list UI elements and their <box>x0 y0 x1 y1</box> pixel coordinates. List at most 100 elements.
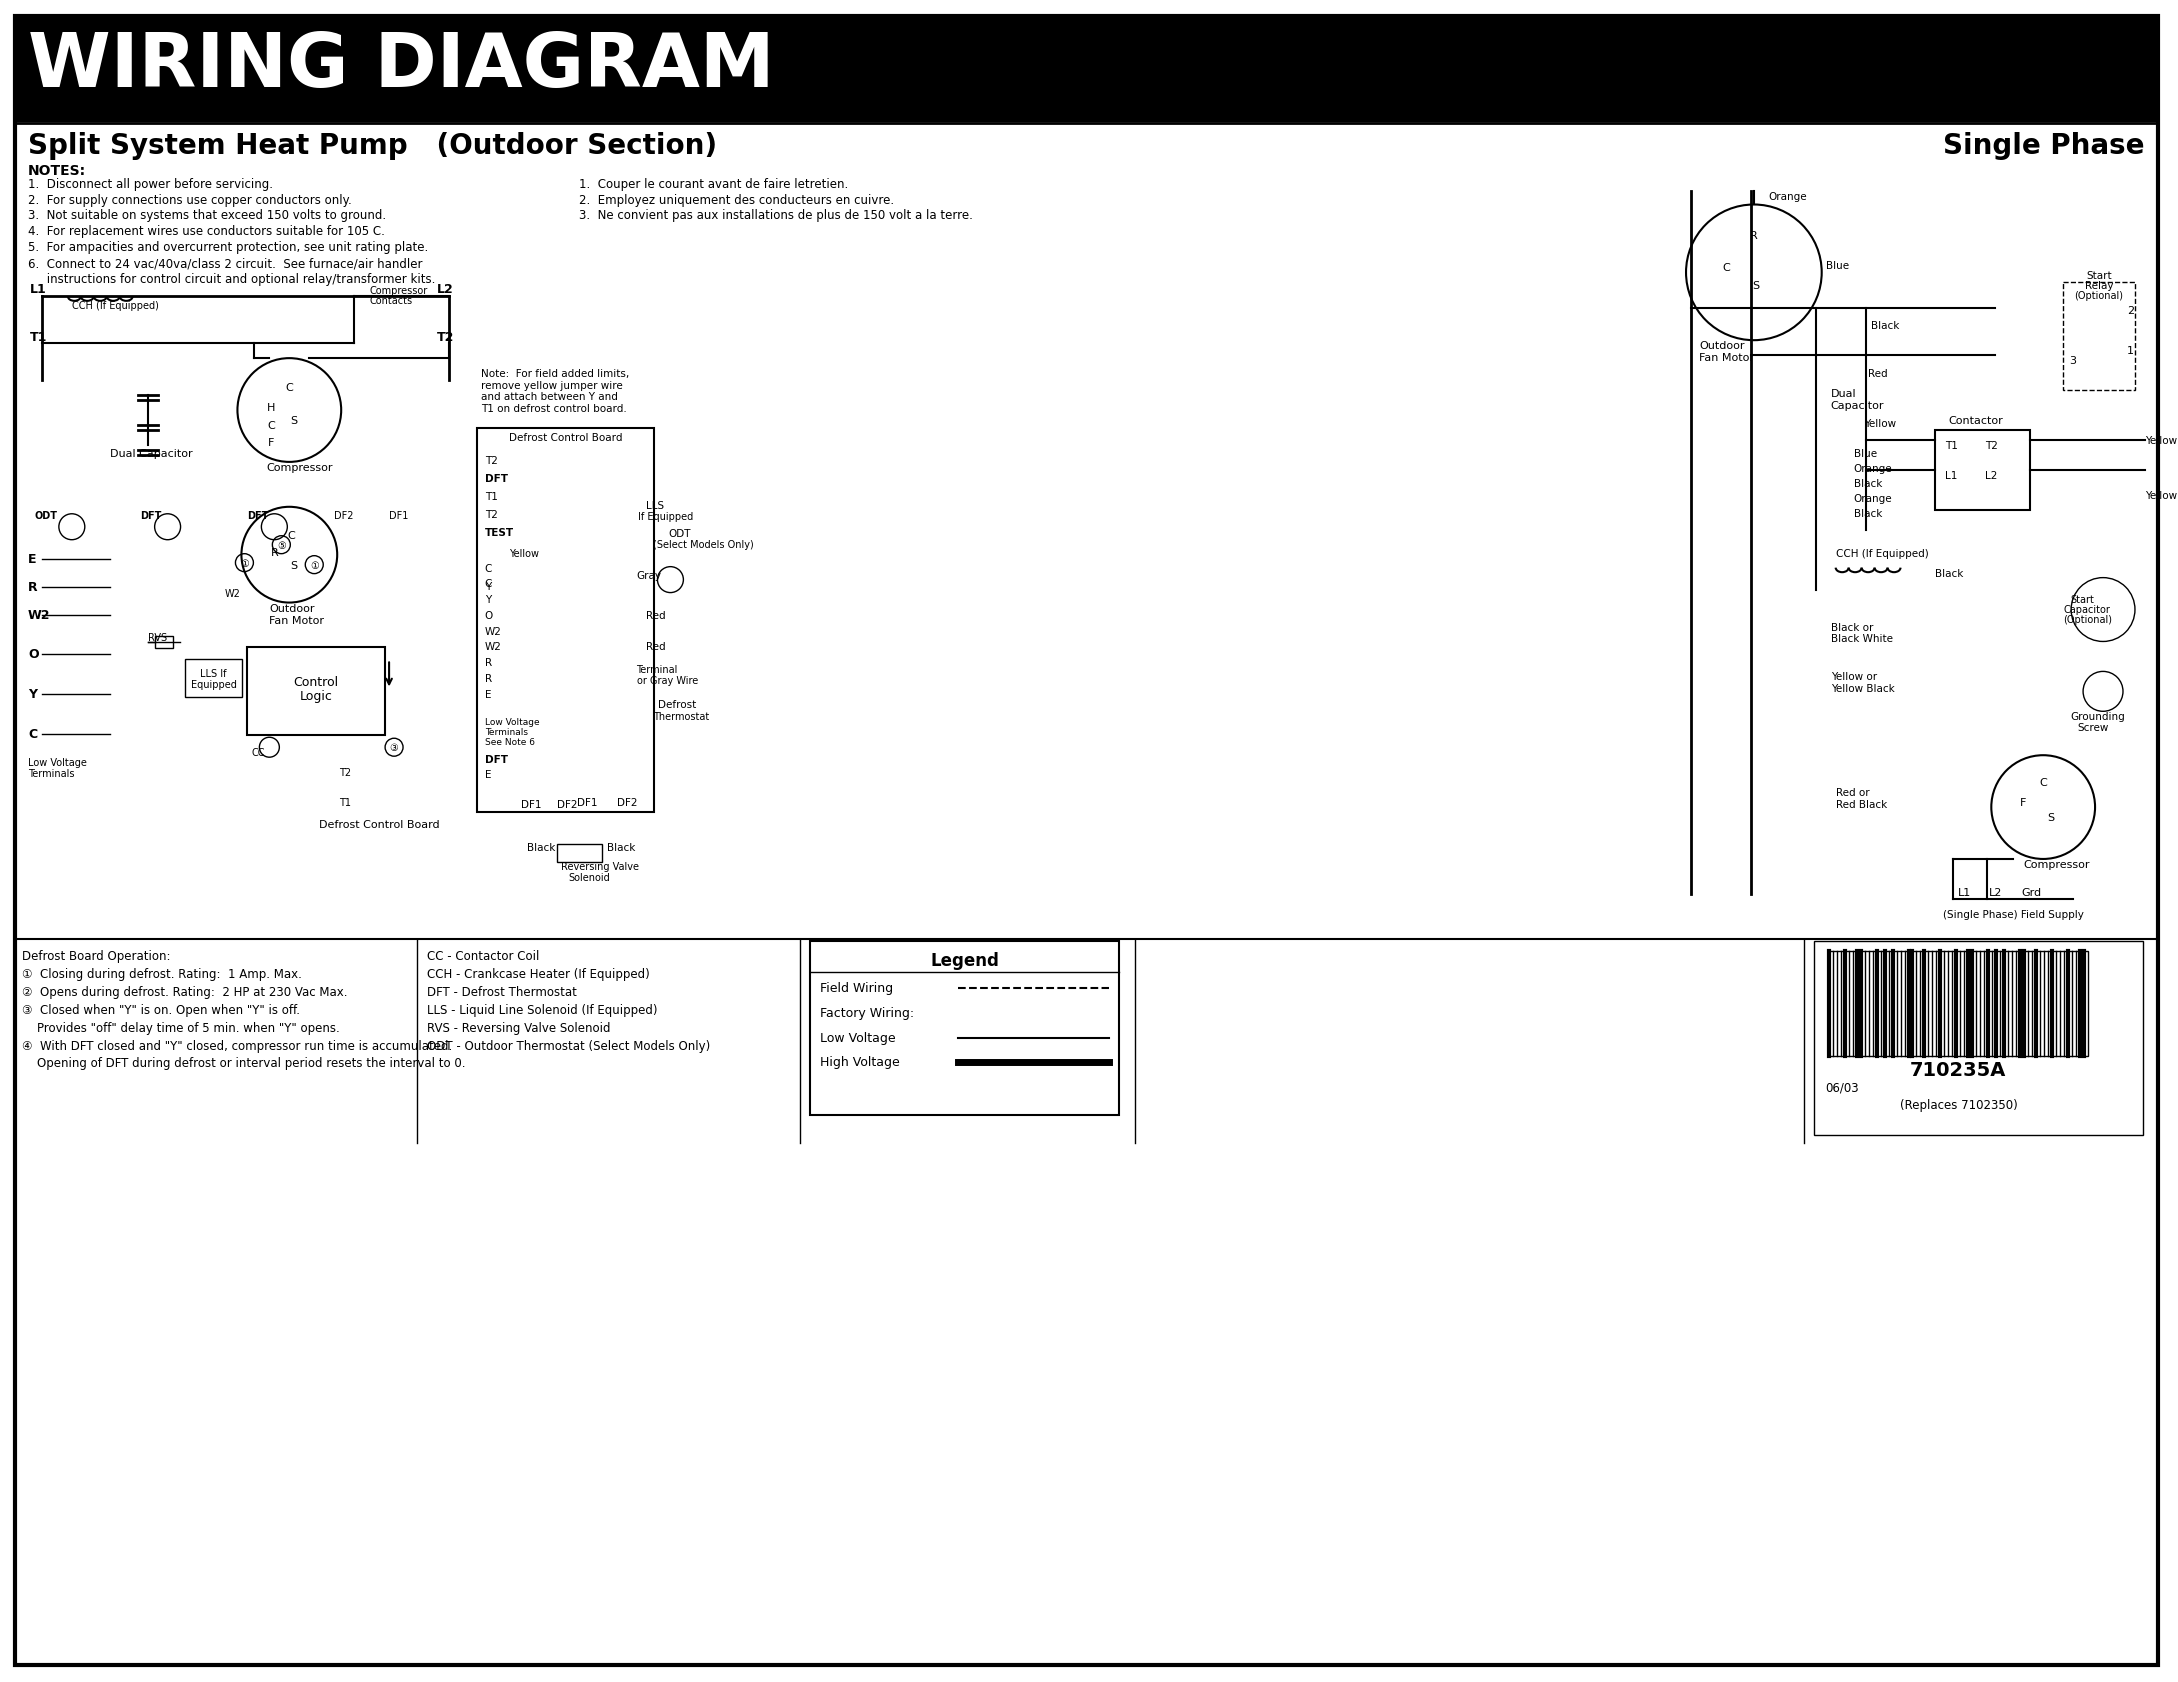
Text: Equipped: Equipped <box>189 680 237 690</box>
Text: Split System Heat Pump   (Outdoor Section): Split System Heat Pump (Outdoor Section) <box>28 131 717 160</box>
Text: ③: ③ <box>390 743 399 754</box>
Text: WIRING DIAGRAM: WIRING DIAGRAM <box>28 30 775 103</box>
Bar <box>477 429 653 812</box>
Text: Grounding: Grounding <box>2069 711 2126 722</box>
Text: Black: Black <box>1936 569 1965 579</box>
Text: DF1: DF1 <box>521 799 542 809</box>
Text: ③  Closed when "Y" is on. Open when "Y" is off.: ③ Closed when "Y" is on. Open when "Y" i… <box>22 1002 301 1016</box>
Text: LLS - Liquid Line Solenoid (If Equipped): LLS - Liquid Line Solenoid (If Equipped) <box>427 1002 658 1016</box>
Text: 1.  Disconnect all power before servicing.: 1. Disconnect all power before servicing… <box>28 178 272 190</box>
Text: Reversing Valve: Reversing Valve <box>560 861 638 871</box>
Text: If Equipped: If Equipped <box>638 511 695 521</box>
Text: Yellow: Yellow <box>2145 436 2178 446</box>
Text: L1: L1 <box>30 283 46 296</box>
Text: instructions for control circuit and optional relay/transformer kits.: instructions for control circuit and opt… <box>28 272 436 286</box>
Text: Compressor: Compressor <box>2023 860 2089 870</box>
Text: Outdoor: Outdoor <box>1699 341 1745 352</box>
Text: 2: 2 <box>2128 306 2134 316</box>
Text: Dual: Dual <box>1832 389 1856 399</box>
Text: Black: Black <box>1853 508 1882 518</box>
Text: RVS - Reversing Valve Solenoid: RVS - Reversing Valve Solenoid <box>427 1021 610 1034</box>
Text: Legend: Legend <box>930 952 1000 969</box>
Text: R: R <box>28 580 37 594</box>
Text: Black: Black <box>605 843 636 853</box>
Text: Black White: Black White <box>1832 634 1893 644</box>
Text: C: C <box>486 579 492 589</box>
Text: Start: Start <box>2087 271 2113 281</box>
Text: Fan Motor: Fan Motor <box>270 616 325 626</box>
Text: DFT: DFT <box>486 755 507 765</box>
Text: Defrost Board Operation:: Defrost Board Operation: <box>22 949 170 962</box>
Text: C: C <box>2039 777 2047 787</box>
Text: W2: W2 <box>486 643 501 653</box>
Text: (Optional): (Optional) <box>2063 614 2113 624</box>
Text: T2: T2 <box>438 331 455 345</box>
Text: 06/03: 06/03 <box>1825 1082 1860 1093</box>
Text: T1: T1 <box>340 797 351 807</box>
Text: Y: Y <box>28 688 37 701</box>
Bar <box>558 844 601 863</box>
Text: O: O <box>28 648 39 661</box>
Text: Compressor: Compressor <box>368 286 427 296</box>
Text: Contactor: Contactor <box>1947 415 2004 426</box>
Text: H: H <box>268 402 277 412</box>
Text: C: C <box>285 383 294 394</box>
Text: (Optional): (Optional) <box>2076 291 2124 301</box>
Text: R: R <box>486 658 492 668</box>
Text: L1: L1 <box>1945 471 1958 481</box>
Text: Solenoid: Solenoid <box>568 873 610 883</box>
Text: DF2: DF2 <box>558 799 577 809</box>
Text: Red: Red <box>647 643 666 653</box>
Text: Yellow: Yellow <box>1864 419 1895 429</box>
Text: F: F <box>2019 797 2026 807</box>
Text: DF2: DF2 <box>616 797 636 807</box>
Text: Grd: Grd <box>2021 888 2041 898</box>
Text: CCH - Crankcase Heater (If Equipped): CCH - Crankcase Heater (If Equipped) <box>427 967 649 981</box>
Text: Thermostat: Thermostat <box>653 711 710 722</box>
Text: Start: Start <box>2069 594 2093 604</box>
Text: S: S <box>290 415 298 426</box>
Text: Red Black: Red Black <box>1836 799 1886 809</box>
Text: Factory Wiring:: Factory Wiring: <box>821 1006 915 1019</box>
Text: NOTES:: NOTES: <box>28 163 87 178</box>
Text: L1: L1 <box>1958 888 1971 898</box>
Text: Low Voltage: Low Voltage <box>821 1031 895 1045</box>
Bar <box>185 659 242 698</box>
Text: Screw: Screw <box>2078 723 2108 733</box>
Text: L2: L2 <box>1989 888 2004 898</box>
Text: ODT: ODT <box>35 510 59 520</box>
Circle shape <box>2071 579 2134 643</box>
Text: Yellow Black: Yellow Black <box>1832 685 1895 695</box>
Bar <box>155 637 172 649</box>
Bar <box>248 648 386 735</box>
Text: T2: T2 <box>1986 441 1997 451</box>
Text: Orange: Orange <box>1853 464 1893 474</box>
Text: DFT: DFT <box>248 510 268 520</box>
Bar <box>1936 431 2030 510</box>
Text: DF2: DF2 <box>333 510 353 520</box>
Text: Black: Black <box>1871 321 1899 331</box>
Text: 3: 3 <box>2069 357 2076 367</box>
Text: ④  With DFT closed and "Y" closed, compressor run time is accumulated.: ④ With DFT closed and "Y" closed, compre… <box>22 1039 453 1051</box>
Text: C: C <box>486 563 492 574</box>
Text: RVS: RVS <box>148 632 168 643</box>
Bar <box>810 942 1119 1115</box>
Text: DFT: DFT <box>486 474 507 484</box>
Text: S: S <box>2047 812 2054 822</box>
Text: Orange: Orange <box>1853 493 1893 503</box>
Text: Blue: Blue <box>1825 261 1849 271</box>
Text: Fan Motor: Fan Motor <box>1699 353 1753 363</box>
Text: Note:  For field added limits,
remove yellow jumper wire
and attach between Y an: Note: For field added limits, remove yel… <box>481 368 629 414</box>
Text: Black: Black <box>527 843 555 853</box>
Text: T1: T1 <box>1945 441 1958 451</box>
Text: ODT: ODT <box>669 528 690 538</box>
Text: Terminal: Terminal <box>636 664 677 674</box>
Text: LLS: LLS <box>647 501 664 511</box>
Text: (Single Phase) Field Supply: (Single Phase) Field Supply <box>1943 910 2084 920</box>
Text: Single Phase: Single Phase <box>1943 131 2145 160</box>
Text: 3.  Ne convient pas aux installations de plus de 150 volt a la terre.: 3. Ne convient pas aux installations de … <box>579 209 974 222</box>
Text: Contacts: Contacts <box>368 296 412 306</box>
Text: Y: Y <box>486 594 490 604</box>
Text: Defrost Control Board: Defrost Control Board <box>510 432 623 442</box>
Text: DFT - Defrost Thermostat: DFT - Defrost Thermostat <box>427 986 577 997</box>
